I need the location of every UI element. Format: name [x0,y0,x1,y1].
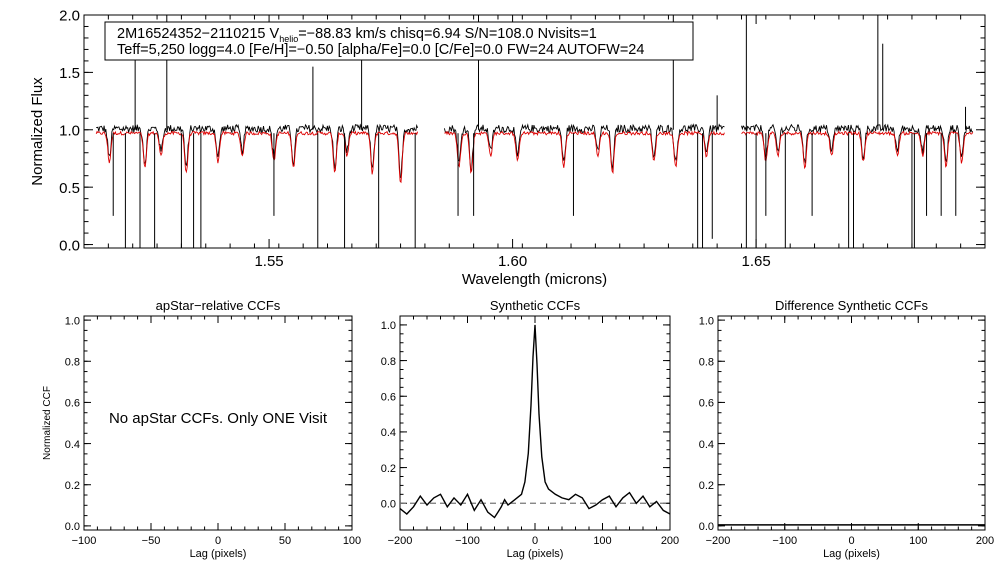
x-tick-label: 100 [593,535,611,547]
ccf-series-ccf [399,324,671,519]
x-tick-label: 0 [848,535,854,547]
apstar-ccf-panel: −100 −50 0 50 100 0.0 0.2 0.4 0.6 0.8 1.0 apStar−re… [42,298,361,560]
x-tick-label: 200 [976,535,994,547]
y-tick-label: 0.2 [381,463,396,475]
info-vhelio-label: V [270,26,280,42]
synthetic-ccf-panel: −200 −100 0 100 200 0.0 0.2 0.4 0.6 0.8 1.0 Synthet… [381,298,679,560]
y-tick-label: 1.0 [699,315,714,327]
apstar-ccf-xlabel: Lag (pixels) [190,548,247,560]
y-tick-label: 0.6 [381,391,396,403]
x-tick-label: −200 [388,535,413,547]
info-star-id: 2M16524352−2110215 [117,26,270,42]
y-tick-label: 0.5 [59,180,80,197]
apstar-ccf-ylabel: Normalized CCF [42,386,53,460]
y-tick-label: 0.0 [381,498,396,510]
x-tick-label: 0 [215,535,221,547]
info-vhelio-sub: helio [279,34,298,44]
difference-ccf-xlabel: Lag (pixels) [823,548,880,560]
x-tick-label: 1.65 [741,253,770,270]
y-tick-label: 1.0 [65,315,80,327]
y-tick-label: 1.0 [59,122,80,139]
y-tick-label: 0.2 [65,480,80,492]
spectrum-xlabel: Wavelength (microns) [462,271,607,288]
synthetic-ccf-xlabel: Lag (pixels) [507,548,564,560]
model-spectrum-chip-1 [95,130,419,184]
x-tick-label: −100 [772,535,797,547]
spectrum-panel: 1.55 1.60 1.65 0.0 0.5 1.0 1.5 2.0 Wavelength (m… [29,8,986,288]
spectrum-frame [83,14,986,249]
y-tick-label: 0.0 [65,521,80,533]
apstar-ccf-title: apStar−relative CCFs [156,298,281,313]
y-tick-label: 0.6 [699,398,714,410]
spectrum-ylabel: Normalized Flux [29,77,46,186]
y-tick-label: 0.4 [699,439,714,451]
y-tick-label: 2.0 [59,8,80,25]
info-line-2: Teff=5,250 logg=4.0 [Fe/H]=−0.50 [alpha/… [117,42,644,58]
difference-ccf-title: Difference Synthetic CCFs [775,298,928,313]
difference-ccf-frame [717,315,986,531]
x-tick-label: −100 [455,535,480,547]
y-tick-label: 0.4 [65,439,80,451]
observed-spectrum-chip-1 [96,123,419,179]
x-tick-label: 1.60 [498,253,527,270]
model-spectrum-chip-3 [741,130,974,170]
model-spectrum-chip-2 [444,130,725,175]
synthetic-ccf-title: Synthetic CCFs [490,298,581,313]
x-tick-label: −50 [142,535,161,547]
y-tick-label: 0.6 [65,398,80,410]
difference-ccf-panel: −200 −100 0 100 200 0.0 0.2 0.4 0.6 0.8 1.0 Differe… [699,298,994,560]
y-tick-label: 0.0 [699,521,714,533]
y-tick-label: 0.2 [699,480,714,492]
info-line-1: 2M16524352−2110215 Vhelio=−88.83 km/s ch… [117,26,597,44]
x-tick-label: 100 [343,535,361,547]
x-tick-label: −100 [72,535,97,547]
x-tick-label: 200 [661,535,679,547]
synthetic-ccf-frame [399,315,671,531]
y-tick-label: 1.5 [59,65,80,82]
x-tick-label: 0 [532,535,538,547]
observed-spectrum-chip-2 [443,123,725,172]
y-tick-label: 1.0 [381,320,396,332]
x-tick-label: 50 [279,535,291,547]
x-tick-label: 1.55 [254,253,283,270]
y-tick-label: 0.8 [699,356,714,368]
y-tick-label: 0.8 [65,356,80,368]
info-box [104,21,694,61]
no-ccf-message: No apStar CCFs. Only ONE Visit [109,410,328,427]
x-tick-label: 100 [909,535,927,547]
info-line-1-rest: =−88.83 km/s chisq=6.94 S/N=108.0 Nvisit… [298,26,597,42]
y-tick-label: 0.4 [381,427,396,439]
y-tick-label: 0.0 [59,237,80,254]
y-tick-label: 0.8 [381,356,396,368]
x-tick-label: −200 [706,535,731,547]
